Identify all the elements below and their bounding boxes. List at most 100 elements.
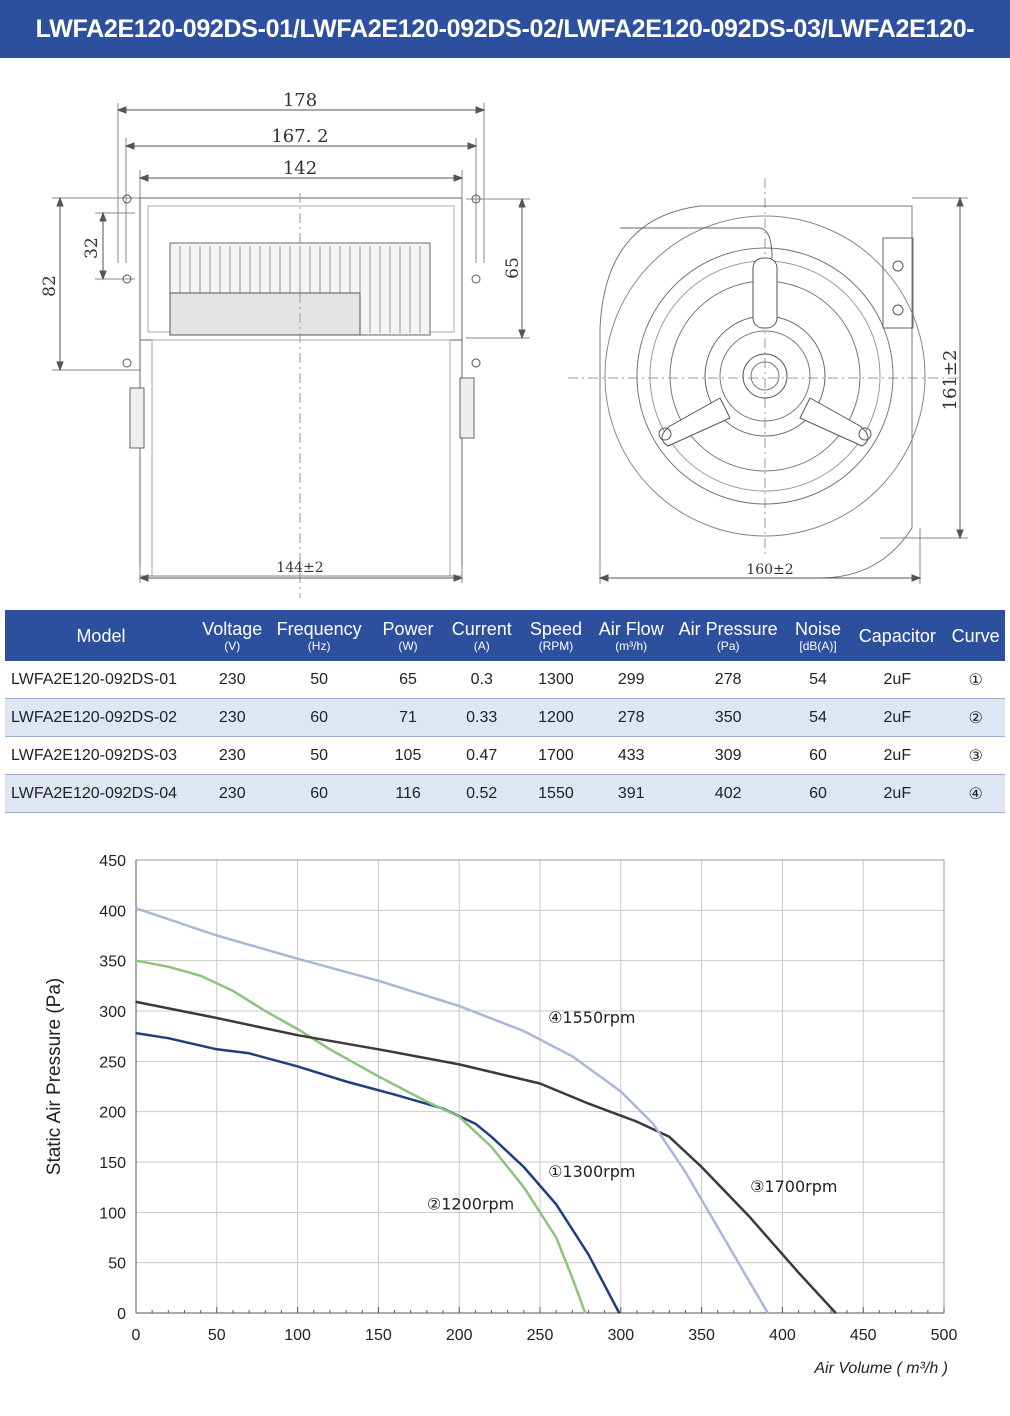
header-model: Model [5, 610, 197, 661]
cell-air-flow: 391 [593, 774, 669, 813]
cell-curve: ② [946, 698, 1005, 737]
data-point [700, 1166, 703, 1168]
series-line-4 [135, 907, 769, 1314]
data-point [636, 1120, 638, 1123]
cell-power: 65 [370, 661, 446, 699]
cell-air-pressure: 350 [668, 698, 788, 737]
data-point [135, 1032, 137, 1034]
x-tick-label: 50 [208, 1327, 226, 1344]
cell-model: LWFA2E120-092DS-04 [5, 774, 197, 813]
cell-current: 0.33 [445, 698, 519, 737]
data-point [584, 1312, 587, 1314]
data-point [555, 1236, 557, 1239]
cell-speed: 1700 [518, 736, 594, 775]
cell-noise: 60 [787, 736, 849, 775]
series-label-4: ④1550rpm [548, 1008, 635, 1027]
data-point [296, 1028, 299, 1030]
dim-65: 65 [503, 257, 523, 279]
dim-161: 161±2 [940, 350, 961, 411]
data-point [345, 1080, 347, 1083]
dim-178: 178 [283, 90, 317, 111]
data-point [587, 1253, 590, 1256]
cell-current: 0.47 [445, 736, 519, 775]
cell-curve: ③ [946, 736, 1005, 775]
header-capacitor: Capacitor [848, 610, 947, 661]
table-row: LWFA2E120-092DS-03 230 50 105 0.47 1700 … [5, 736, 1005, 775]
cell-capacitor: 2uF [848, 698, 947, 737]
data-point [797, 1271, 800, 1274]
technical-drawing: 178 167. 2 142 32 82 65 144±2 160±2 161±… [0, 58, 1010, 610]
header-air-flow: Air Flow (m³/h) [593, 610, 669, 661]
data-point [216, 1017, 218, 1019]
data-point [474, 1122, 477, 1125]
data-point [458, 1063, 461, 1066]
cell-capacitor: 2uF [848, 774, 947, 813]
cell-current: 0.3 [445, 661, 519, 699]
y-tick-label: 200 [99, 1105, 126, 1122]
series-line-2 [135, 959, 587, 1314]
series-line-3 [135, 1000, 837, 1314]
data-point [490, 1136, 493, 1138]
y-tick-label: 450 [99, 853, 126, 870]
dim-167: 167. 2 [271, 126, 328, 147]
data-point [232, 990, 234, 992]
cell-speed: 1200 [518, 698, 594, 737]
x-tick-label: 0 [132, 1327, 141, 1344]
data-point [523, 1186, 525, 1188]
data-point [377, 1048, 380, 1051]
x-tick-label: 300 [607, 1327, 634, 1344]
data-point [216, 1048, 218, 1051]
y-tick-label: 50 [108, 1256, 126, 1273]
dim-82: 82 [40, 275, 60, 297]
data-point [652, 1122, 654, 1125]
header-curve: Curve [946, 610, 1005, 661]
data-point [329, 1048, 331, 1051]
header-current: Current (A) [445, 610, 519, 661]
y-tick-label: 350 [99, 954, 126, 971]
data-point [571, 1276, 574, 1279]
cell-air-flow: 433 [593, 736, 669, 775]
dim-144: 144±2 [276, 560, 323, 576]
cell-noise: 60 [787, 774, 849, 813]
cell-model: LWFA2E120-092DS-03 [5, 736, 197, 775]
y-axis-label: Static Air Pressure (Pa) [44, 978, 65, 1175]
cell-capacitor: 2uF [848, 736, 947, 775]
data-point [458, 1115, 461, 1118]
dim-160: 160±2 [746, 562, 793, 578]
data-point [767, 1312, 769, 1314]
cell-air-pressure: 309 [668, 736, 788, 775]
header-air-pressure: Air Pressure (Pa) [668, 610, 788, 661]
data-point [135, 959, 137, 962]
cell-voltage: 230 [196, 736, 268, 775]
cell-current: 0.52 [445, 774, 519, 813]
cell-power: 105 [370, 736, 446, 775]
cell-air-pressure: 278 [668, 661, 788, 699]
cell-model: LWFA2E120-092DS-02 [5, 698, 197, 737]
data-point [426, 1100, 428, 1103]
data-point [539, 1082, 541, 1085]
page-title: LWFA2E120-092DS-01/LWFA2E120-092DS-02/LW… [0, 0, 1010, 101]
data-point [523, 1166, 525, 1168]
cell-air-flow: 278 [593, 698, 669, 737]
data-point [684, 1171, 687, 1173]
data-point [377, 1075, 380, 1078]
performance-chart: 0 50 100 150 200 250 300 350 400 450 500 0 50 100 150 2… [0, 812, 1010, 1411]
data-point [377, 980, 380, 982]
data-point [458, 1005, 461, 1007]
cell-air-flow: 299 [593, 661, 669, 699]
y-tick-label: 300 [99, 1004, 126, 1021]
table-row: LWFA2E120-092DS-04 230 60 116 0.52 1550 … [5, 774, 1005, 813]
data-point [490, 1146, 493, 1148]
header-frequency: Frequency (Hz) [267, 610, 371, 661]
header-power: Power (W) [370, 610, 446, 661]
data-point [834, 1312, 837, 1314]
cell-frequency: 50 [267, 661, 371, 699]
x-tick-label: 500 [931, 1327, 958, 1344]
cell-air-pressure: 402 [668, 774, 788, 813]
x-tick-label: 250 [527, 1327, 554, 1344]
table-row: LWFA2E120-092DS-02 230 60 71 0.33 1200 2… [5, 698, 1005, 737]
x-tick-label: 450 [850, 1327, 877, 1344]
series-line-1 [135, 1031, 621, 1314]
y-tick-label: 250 [99, 1054, 126, 1071]
data-point [618, 1312, 620, 1314]
